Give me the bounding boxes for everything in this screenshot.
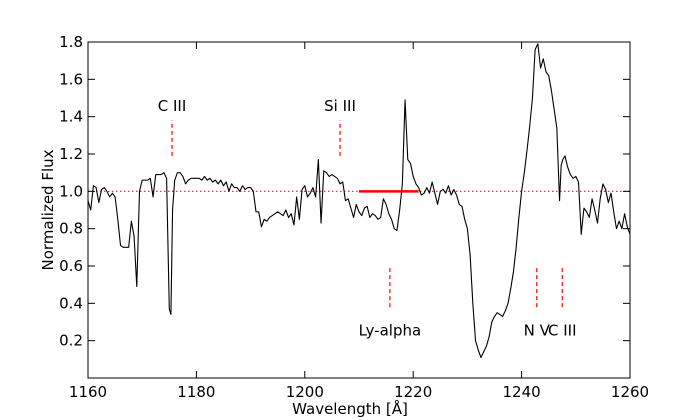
y-tick-label-4: 1.0 [59,182,83,200]
annotation-label-1: Si III [324,97,356,115]
y-tick-label-2: 0.6 [59,257,83,275]
y-axis-label: Normalized Flux [39,149,57,270]
y-tick-label-3: 0.8 [59,220,83,238]
x-axis-label: Wavelength [Å] [292,399,408,418]
x-tick-label-3: 1220 [394,383,432,401]
annotation-label-4: C III [548,322,577,340]
series-line-0 [87,43,631,359]
x-tick-label-0: 1160 [69,383,107,401]
y-tick-label-6: 1.4 [59,108,83,126]
annotation-label-3: N V [524,322,551,340]
plot-frame [87,41,631,379]
y-tick-label-7: 1.6 [59,70,83,88]
x-tick-label-5: 1260 [611,383,649,401]
y-tick-label-8: 1.8 [59,33,83,51]
x-tick-label-4: 1240 [503,383,541,401]
x-tick-label-2: 1200 [286,383,324,401]
y-tick-label-1: 0.4 [59,294,83,312]
y-tick-label-0: 0.2 [59,332,83,350]
tick-layer: 1160 1180 1200 1220 1240 1260 0.2 0.4 0.6 0.8 1.0 1… [59,33,649,401]
x-tick-label-1: 1180 [177,383,215,401]
annotation-label-2: Ly-alpha [359,322,422,340]
y-tick-label-5: 1.2 [59,145,83,163]
annotation-label-0: C III [158,97,187,115]
series-layer [87,43,631,359]
